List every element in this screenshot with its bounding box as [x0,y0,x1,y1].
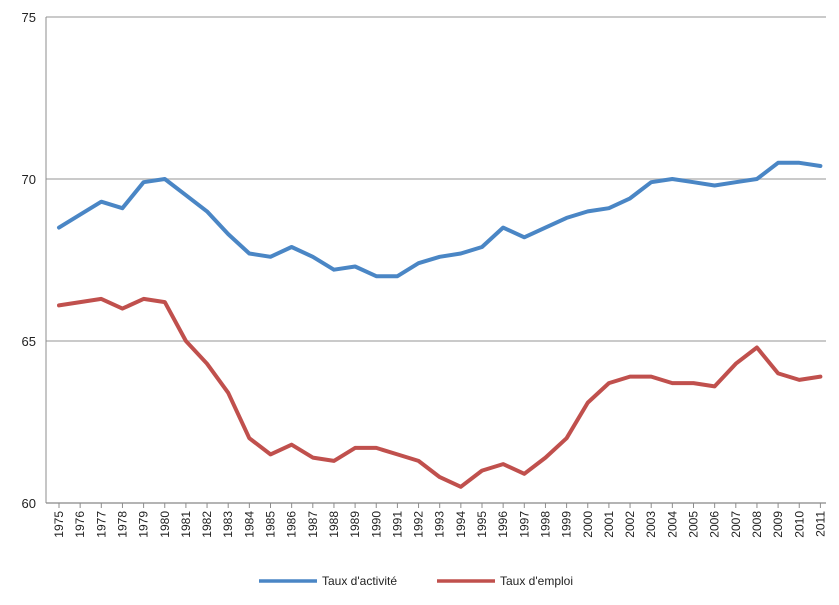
x-tick-labels: 1975 1976 1977 1978 1979 1980 1981 1982 1983 1984… [52,511,827,538]
x-tick-label: 2003 [644,511,658,538]
x-tick-label: 1994 [454,511,468,538]
x-tick-label: 1989 [348,511,362,538]
x-tick-label: 2011 [813,511,827,537]
legend-label-taux-emploi: Taux d'emploi [500,574,573,588]
x-tick-label: 1982 [200,511,214,538]
y-tick-label: 65 [22,334,36,349]
x-tick-label: 1977 [94,511,108,538]
x-tick-label: 1976 [73,511,87,538]
x-tick-label: 2002 [623,511,637,538]
x-tick-label: 1978 [115,511,129,538]
x-tick-label: 1999 [560,511,574,538]
x-tick-label: 1975 [52,511,66,538]
y-tick-labels: 60 65 70 75 [22,10,36,511]
x-tick-label: 2009 [771,511,785,538]
x-tick-label: 1987 [306,511,320,538]
x-tick-label: 1988 [327,511,341,538]
y-tick-label: 75 [22,10,36,25]
x-tick-label: 1985 [264,511,278,538]
x-tick-label: 1991 [390,511,404,538]
x-tick-label: 2006 [708,511,722,538]
x-tick-label: 1986 [285,511,299,538]
x-tick-label: 2004 [665,511,679,538]
legend: Taux d'activité Taux d'emploi [259,574,573,588]
x-tick-label: 1979 [137,511,151,538]
x-tick-label: 1984 [242,511,256,538]
axes [45,17,826,508]
x-tick-label: 1992 [412,511,426,538]
x-tick-label: 2000 [581,511,595,538]
x-tick-label: 2008 [750,511,764,538]
x-tick-label: 1996 [496,511,510,538]
y-tick-label: 60 [22,496,36,511]
x-tick-label: 1995 [475,511,489,538]
x-tick-label: 1997 [517,511,531,538]
x-tick-label: 2001 [602,511,616,538]
series-line-taux-activite [57,160,823,279]
y-tick-label: 70 [22,172,36,187]
x-tick-label: 1980 [158,511,172,538]
series-line-taux-emploi [57,296,823,489]
legend-label-taux-activite: Taux d'activité [322,574,397,588]
x-tick-label: 1981 [179,511,193,538]
x-tick-label: 2007 [729,511,743,538]
x-tick-label: 2005 [687,511,701,538]
x-tick-label: 1993 [433,511,447,538]
x-tick-label: 1990 [369,511,383,538]
x-tick-label: 1983 [221,511,235,538]
x-tick-label: 2010 [792,511,806,538]
x-tick-label: 1998 [538,511,552,538]
data-series [57,160,823,489]
